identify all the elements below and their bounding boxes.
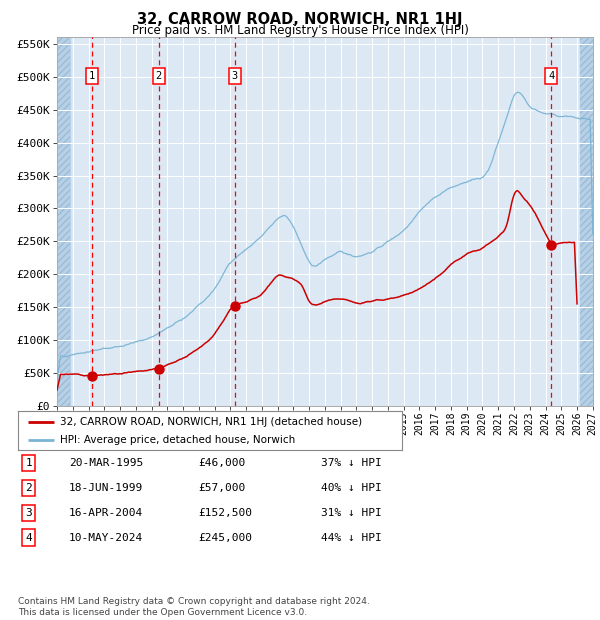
Text: 31% ↓ HPI: 31% ↓ HPI: [321, 508, 382, 518]
Text: 2: 2: [155, 71, 162, 81]
Bar: [57, 37, 70, 406]
Text: 10-MAY-2024: 10-MAY-2024: [69, 533, 143, 542]
Text: 1: 1: [25, 458, 32, 468]
Text: 3: 3: [25, 508, 32, 518]
Text: 1: 1: [89, 71, 95, 81]
Text: 3: 3: [232, 71, 238, 81]
Text: £245,000: £245,000: [198, 533, 252, 542]
Text: 44% ↓ HPI: 44% ↓ HPI: [321, 533, 382, 542]
Text: Price paid vs. HM Land Registry's House Price Index (HPI): Price paid vs. HM Land Registry's House …: [131, 24, 469, 37]
Text: 32, CARROW ROAD, NORWICH, NR1 1HJ (detached house): 32, CARROW ROAD, NORWICH, NR1 1HJ (detac…: [60, 417, 362, 427]
Text: 37% ↓ HPI: 37% ↓ HPI: [321, 458, 382, 468]
Text: £57,000: £57,000: [198, 483, 245, 493]
Text: 4: 4: [548, 71, 554, 81]
Text: 2: 2: [25, 483, 32, 493]
Text: 32, CARROW ROAD, NORWICH, NR1 1HJ: 32, CARROW ROAD, NORWICH, NR1 1HJ: [137, 12, 463, 27]
Text: 4: 4: [25, 533, 32, 542]
Text: 20-MAR-1995: 20-MAR-1995: [69, 458, 143, 468]
Text: Contains HM Land Registry data © Crown copyright and database right 2024.
This d: Contains HM Land Registry data © Crown c…: [18, 598, 370, 617]
Text: 18-JUN-1999: 18-JUN-1999: [69, 483, 143, 493]
Text: HPI: Average price, detached house, Norwich: HPI: Average price, detached house, Norw…: [60, 435, 295, 445]
Bar: [580, 37, 593, 406]
Bar: [57, 37, 70, 406]
Bar: [580, 37, 593, 406]
Text: 16-APR-2004: 16-APR-2004: [69, 508, 143, 518]
Text: £46,000: £46,000: [198, 458, 245, 468]
Text: 40% ↓ HPI: 40% ↓ HPI: [321, 483, 382, 493]
Text: £152,500: £152,500: [198, 508, 252, 518]
